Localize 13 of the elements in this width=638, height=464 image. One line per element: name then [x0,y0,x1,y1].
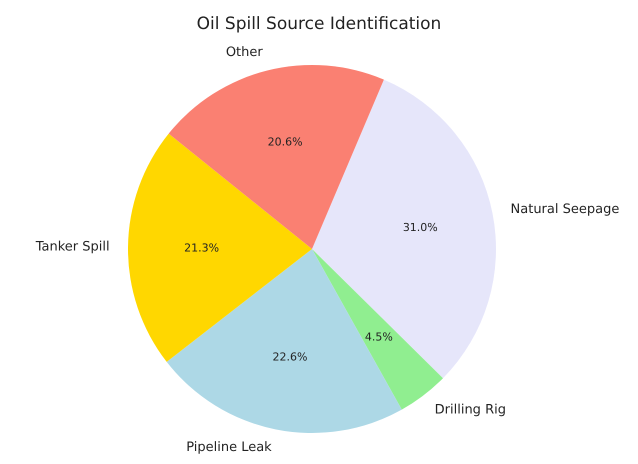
data-label: 21.3% [184,242,220,255]
slice-label: Natural Seepage [510,202,620,218]
data-label: 4.5% [364,330,393,344]
slice-label: Tanker Spill [34,240,110,255]
pie-slice [312,80,496,378]
chart-title: Oil Spill Source Identification [196,14,442,34]
slice-label: Drilling Rig [434,402,506,418]
data-label: 31.0% [402,221,438,234]
data-label: 20.6% [268,135,303,148]
data-label: 22.6% [272,350,308,364]
pie-slice [128,134,312,362]
slice-label: Other [226,45,264,60]
slice-label: Pipeline Leak [186,440,272,455]
